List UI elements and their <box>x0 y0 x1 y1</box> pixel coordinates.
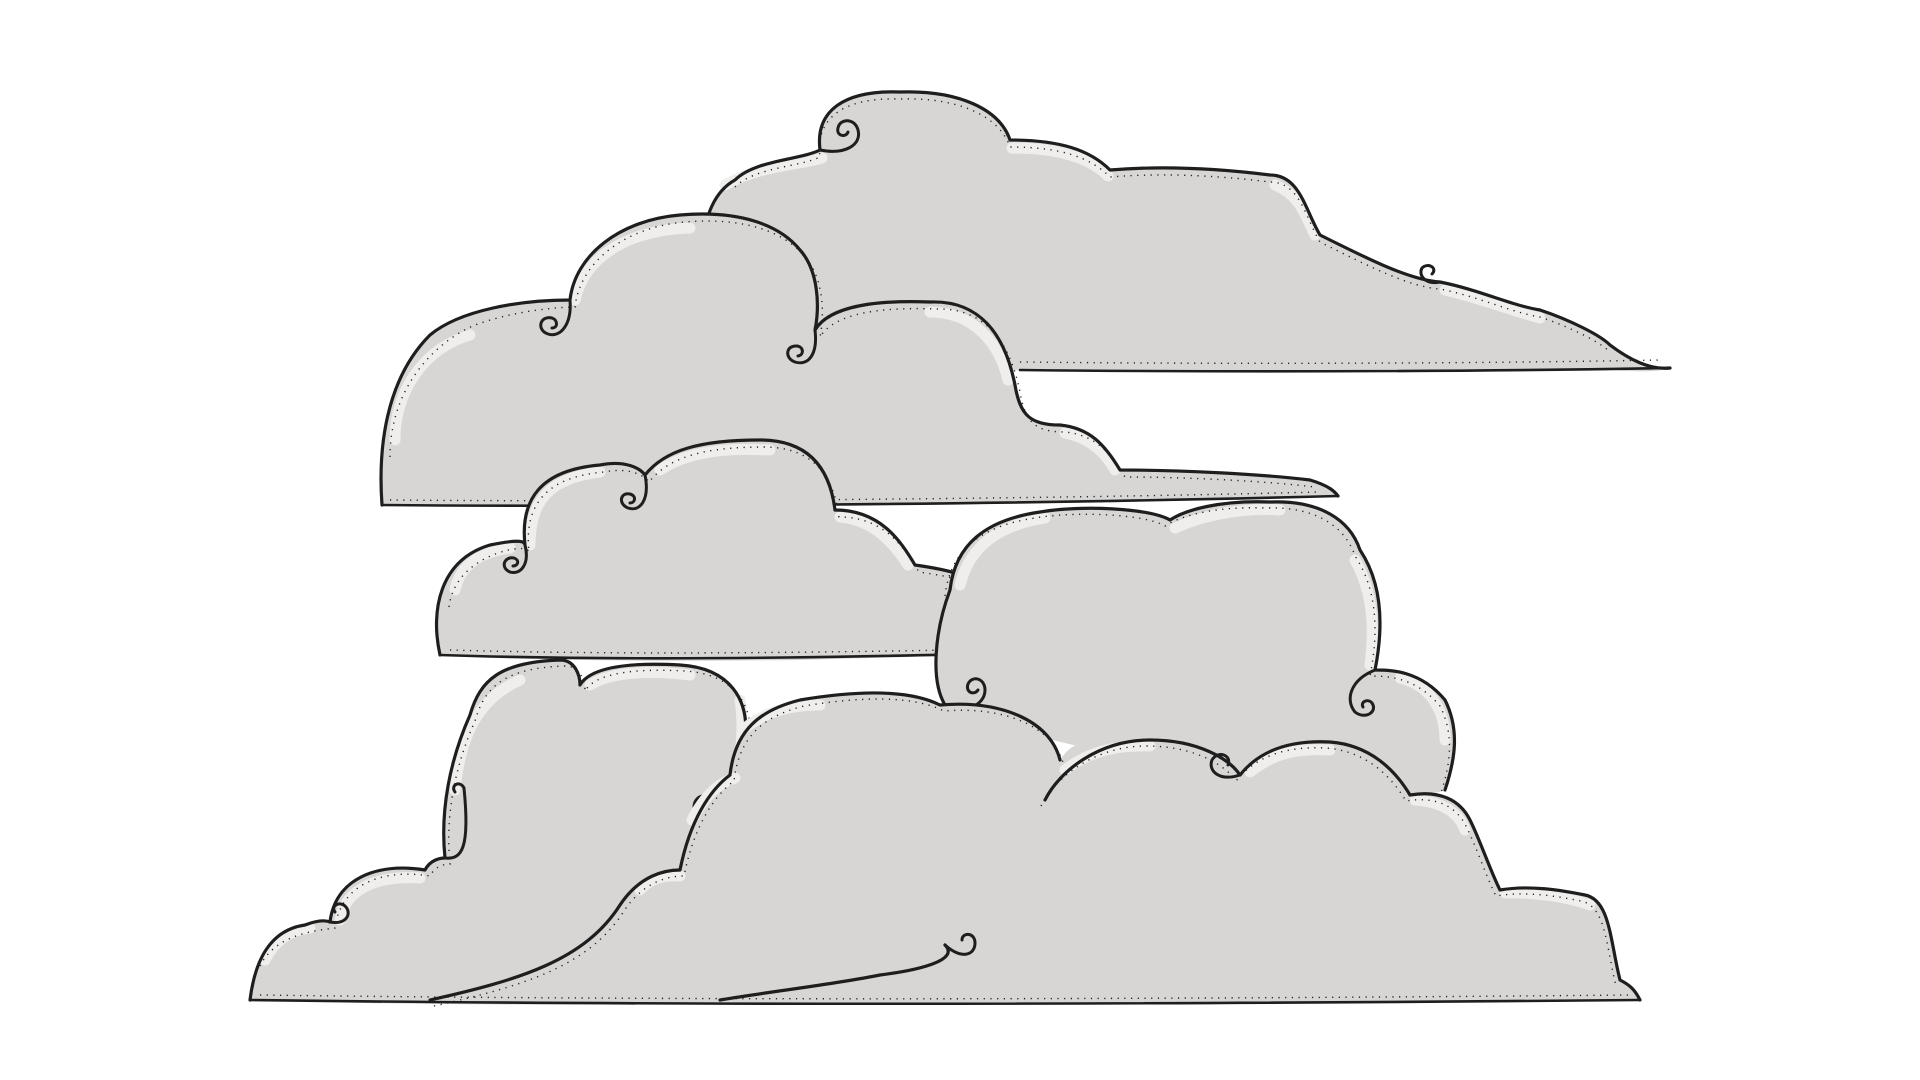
right-tall-cloud <box>934 500 1456 797</box>
curl-icon <box>1419 264 1442 285</box>
curl-icon <box>1209 753 1242 779</box>
curl-icon <box>786 328 818 365</box>
curl-icon <box>328 902 350 925</box>
curl-icon <box>818 119 861 153</box>
bottom-right-cloud <box>248 691 1642 1007</box>
curl-icon <box>943 932 977 956</box>
curl-icon <box>443 782 468 860</box>
upper-left-cloud <box>379 212 1340 508</box>
curl-icon <box>620 473 648 511</box>
curl-icon <box>539 298 572 337</box>
curl-icon <box>1348 668 1377 717</box>
curl-icon <box>502 543 528 575</box>
